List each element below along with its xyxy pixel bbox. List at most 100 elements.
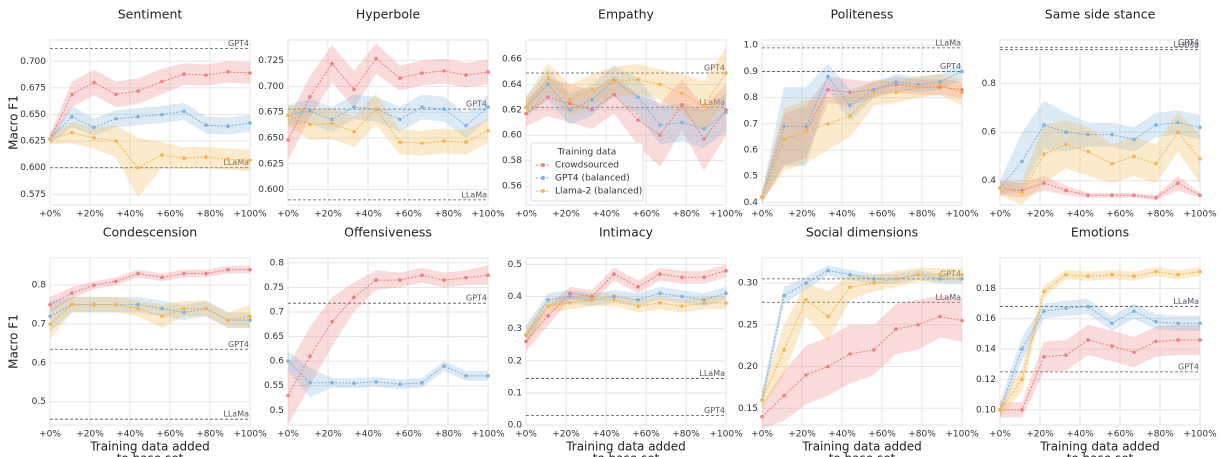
series-line — [287, 108, 489, 144]
plot-area — [525, 257, 727, 426]
data-point — [1042, 289, 1046, 294]
data-point — [398, 140, 402, 144]
x-tick-label: +40% — [354, 210, 382, 220]
series-line — [49, 110, 251, 140]
x-axis-label: Training data added — [801, 440, 922, 454]
data-point — [1042, 354, 1046, 359]
series-line — [49, 269, 250, 306]
x-axis-label: Training data added — [565, 440, 686, 454]
data-point — [872, 277, 876, 281]
series-line — [999, 121, 1201, 189]
data-point — [114, 279, 118, 284]
data-point — [248, 318, 252, 322]
data-point — [1064, 306, 1068, 310]
error-band — [762, 76, 962, 203]
series-line — [999, 271, 1201, 411]
panel: Hyperbole 0.600 0.625 0.650 0.675 0.700 0.725 +… — [258, 7, 505, 220]
data-point — [1132, 137, 1136, 142]
series-line — [999, 182, 1201, 199]
y-tick-label: 0.75 — [264, 283, 284, 293]
data-point — [546, 314, 550, 318]
error-band — [288, 43, 488, 161]
data-point — [1154, 161, 1158, 166]
y-tick-label: 0.62 — [502, 105, 522, 115]
data-point — [114, 139, 118, 143]
y-tick-label: 0.4 — [508, 292, 523, 302]
data-point — [804, 373, 808, 377]
data-point — [464, 374, 468, 378]
plot-area — [287, 257, 489, 426]
panel-title: Emotions — [1071, 225, 1129, 240]
data-point — [48, 314, 52, 319]
x-tick-label: +100% — [471, 430, 505, 440]
y-tick-label: 0.60 — [502, 131, 522, 141]
data-point — [658, 82, 662, 87]
y-tick-label: 1.0 — [744, 41, 759, 51]
data-point — [182, 271, 186, 276]
series-line — [999, 131, 1201, 194]
data-point — [848, 285, 852, 290]
data-point — [546, 304, 550, 308]
plot-area — [761, 257, 963, 426]
data-point — [1198, 125, 1202, 130]
data-point — [894, 82, 898, 87]
x-tick-label: +20% — [76, 430, 104, 440]
reference-label: LLaMa — [1173, 40, 1199, 49]
y-tick-label: 0.9 — [744, 67, 759, 77]
x-axis-label: to base set — [829, 452, 896, 457]
data-point — [702, 127, 706, 131]
panel-title: Sentiment — [118, 7, 183, 22]
data-point — [1064, 272, 1068, 277]
data-point — [1086, 338, 1090, 342]
x-tick-label: +60% — [156, 430, 184, 440]
data-point — [760, 414, 764, 419]
series-line — [287, 274, 489, 396]
data-point — [92, 136, 96, 140]
data-point — [330, 320, 334, 324]
x-tick-label: +20% — [76, 210, 104, 220]
legend-marker — [541, 163, 545, 167]
x-axis-label: to base set — [1067, 452, 1134, 457]
data-point — [374, 107, 378, 111]
data-point — [546, 82, 550, 87]
x-tick-label: +60% — [1106, 430, 1134, 440]
series-line — [525, 79, 727, 130]
plot-area — [49, 39, 251, 206]
x-tick-label: +100% — [233, 210, 267, 220]
data-point — [182, 109, 186, 114]
data-point — [760, 398, 764, 402]
data-point — [916, 85, 920, 89]
x-tick-label: +80% — [434, 430, 462, 440]
error-band — [526, 264, 726, 352]
error-band — [50, 296, 250, 340]
panel-title: Social dimensions — [806, 225, 918, 240]
x-axis-label: Training data added — [89, 440, 210, 454]
x-tick-label: +80% — [908, 430, 936, 440]
data-point — [568, 294, 572, 299]
error-band — [762, 268, 962, 409]
y-tick-label: 0.30 — [738, 279, 758, 289]
panel: Politeness 0.4 0.5 0.6 0.7 0.8 0.9 1.0 +0% +20% +4… — [744, 7, 979, 220]
plot-area — [999, 257, 1201, 426]
plot-area — [999, 39, 1201, 206]
x-tick-label: +60% — [394, 430, 422, 440]
panel-title: Condescension — [103, 225, 197, 240]
data-point — [524, 105, 528, 110]
data-point — [568, 101, 572, 106]
reference-label: LLaMa — [223, 410, 249, 419]
data-point — [636, 304, 640, 308]
data-point — [724, 110, 728, 115]
data-point — [568, 97, 572, 102]
y-tick-label: 0.1 — [508, 388, 522, 398]
data-point — [1198, 338, 1202, 342]
data-point — [1198, 269, 1202, 274]
data-point — [136, 306, 140, 311]
data-point — [330, 121, 334, 126]
y-tick-label: 0.625 — [258, 159, 284, 169]
data-point — [960, 69, 964, 74]
data-point — [1086, 274, 1090, 279]
data-point — [398, 278, 402, 282]
y-tick-label: 0.10 — [976, 405, 996, 415]
panel: Same side stance 0.4 0.6 0.8 +0% +20% +40% +60%… — [982, 7, 1217, 220]
data-point — [804, 297, 808, 302]
